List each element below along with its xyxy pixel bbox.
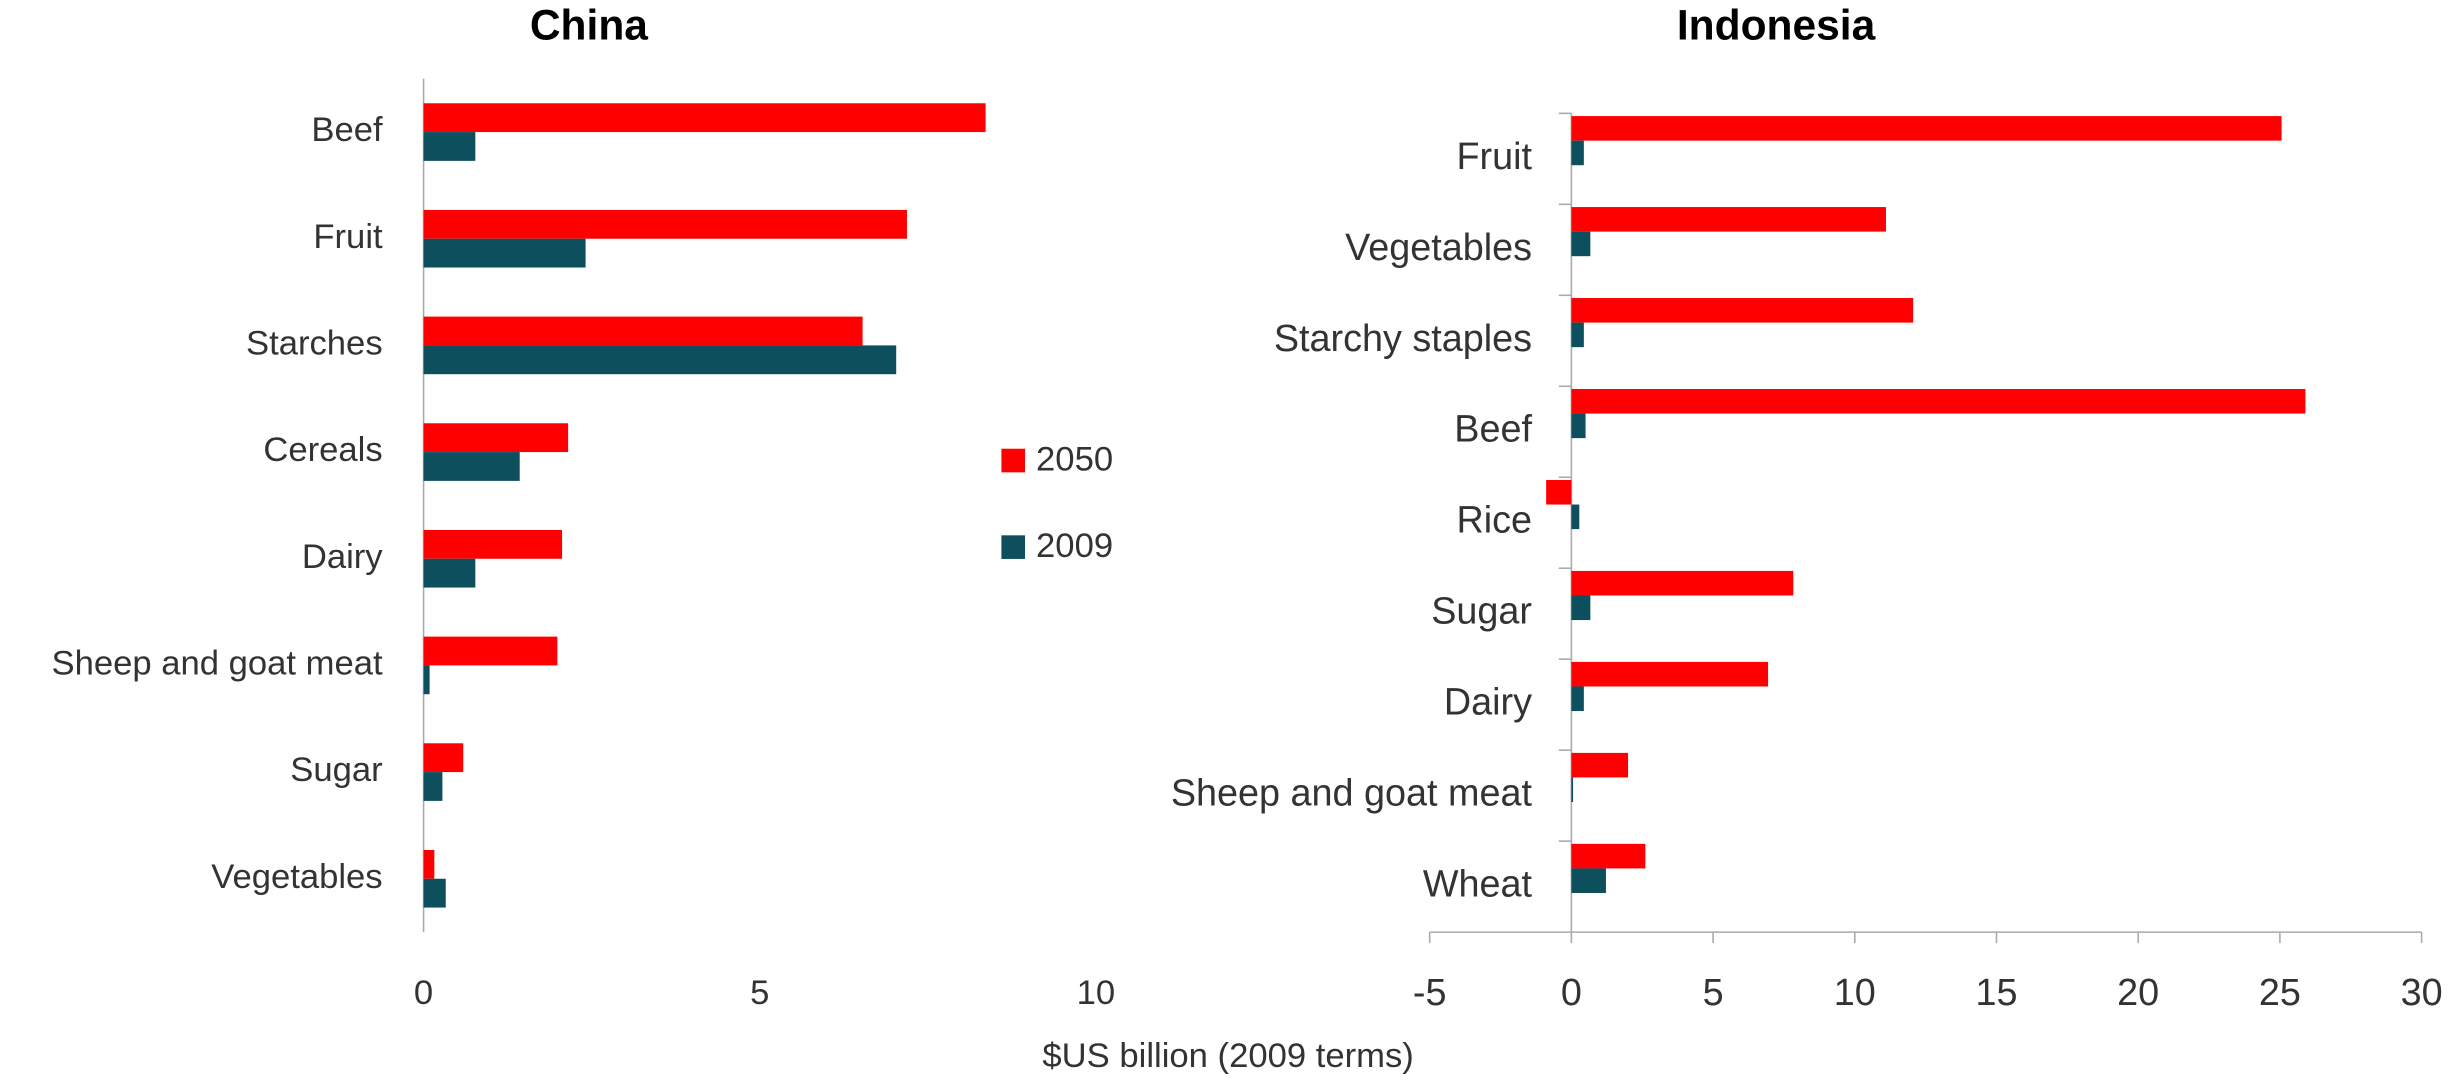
bar	[1571, 413, 1586, 439]
x-tick-label: 5	[1703, 972, 1724, 1014]
legend-label: 2050	[1036, 440, 1113, 478]
bar	[1571, 686, 1584, 712]
bar	[1571, 116, 2282, 141]
y-tick-label: Rice	[1456, 500, 1532, 542]
x-tick-label: 10	[1834, 972, 1876, 1014]
y-tick-label: Sugar	[290, 751, 382, 789]
bar	[1571, 868, 1606, 893]
y-tick-label: Fruit	[1456, 136, 1532, 178]
y-tick-label: Vegetables	[211, 858, 382, 896]
x-tick-label: 5	[750, 974, 769, 1012]
x-tick-label: 30	[2401, 972, 2443, 1014]
bar	[1571, 389, 2306, 414]
legend-label: 2009	[1036, 527, 1113, 565]
bar	[1571, 595, 1591, 621]
x-tick-label: 20	[2117, 972, 2159, 1014]
bar	[1571, 322, 1584, 348]
bar	[1571, 298, 1914, 323]
y-tick-label: Sheep and goat meat	[52, 645, 383, 683]
x-tick-label: -5	[1413, 972, 1447, 1014]
bar	[423, 238, 586, 268]
bar	[423, 209, 907, 239]
x-tick-label: 0	[1561, 972, 1582, 1014]
bar	[423, 849, 435, 879]
y-tick-label: Cereals	[263, 431, 382, 469]
x-tick-label: 10	[1077, 974, 1116, 1012]
y-tick-label: Fruit	[313, 218, 383, 256]
y-tick-label: Dairy	[1444, 682, 1532, 724]
x-tick-label: 25	[2259, 972, 2301, 1014]
y-tick-label: Starches	[246, 325, 383, 363]
bar	[423, 743, 464, 773]
bar	[423, 558, 476, 588]
bar	[423, 132, 476, 161]
x-tick-label: 0	[414, 974, 433, 1012]
legend-swatch	[1001, 535, 1026, 559]
bar	[1571, 207, 1886, 232]
y-tick-label: Sheep and goat meat	[1171, 773, 1533, 815]
chart-title: Indonesia	[1677, 3, 1876, 50]
y-tick-label: Wheat	[1423, 864, 1533, 906]
y-tick-label: Starchy staples	[1274, 318, 1532, 360]
legend-swatch	[1001, 448, 1026, 473]
bar	[1571, 843, 1646, 869]
bar	[423, 529, 563, 559]
x-axis-label: $US billion (2009 terms)	[1042, 1037, 1413, 1075]
y-tick-label: Sugar	[1431, 591, 1532, 633]
bar	[423, 878, 446, 908]
bar	[1546, 479, 1572, 505]
y-tick-label: Beef	[1454, 409, 1532, 451]
bar	[423, 423, 569, 453]
bar	[1571, 504, 1580, 530]
bar	[1571, 777, 1574, 803]
bar	[1571, 661, 1769, 687]
bar	[423, 636, 558, 666]
bar	[423, 452, 520, 481]
bar	[423, 103, 986, 133]
y-tick-label: Beef	[311, 111, 383, 149]
bar	[423, 316, 863, 346]
bar	[423, 772, 443, 801]
x-tick-label: 15	[1975, 972, 2017, 1014]
bar	[1571, 570, 1794, 596]
bar	[1571, 231, 1591, 257]
y-tick-label: Vegetables	[1345, 227, 1532, 269]
bar	[423, 665, 430, 695]
bar	[1571, 752, 1629, 778]
bar	[1571, 140, 1584, 166]
bar	[423, 345, 897, 375]
y-tick-label: Dairy	[302, 538, 383, 576]
chart-title: China	[530, 3, 648, 50]
